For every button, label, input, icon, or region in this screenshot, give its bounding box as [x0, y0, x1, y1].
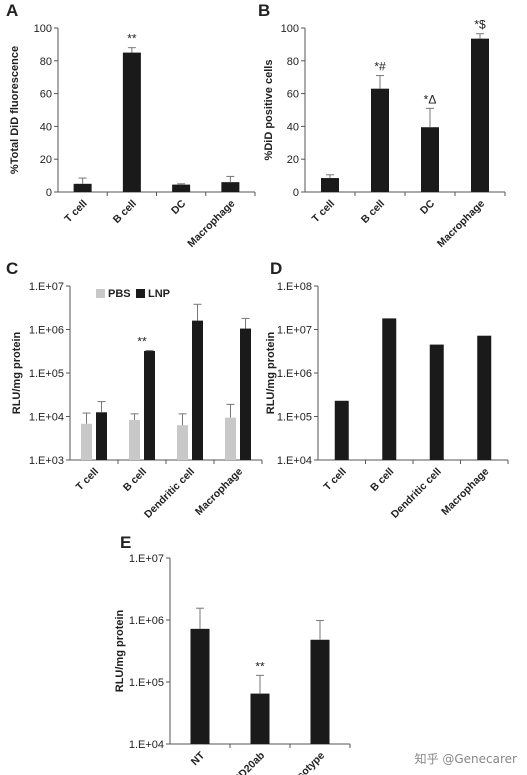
y-tick-label: 1.E+07	[29, 281, 64, 293]
y-tick-label: 1.E+06	[29, 325, 64, 337]
bar-a-2	[172, 184, 191, 192]
y-tick-label: 60	[287, 89, 299, 101]
category-label: T cell	[62, 198, 90, 226]
y-tick-label: 0	[46, 187, 52, 199]
panel-label: C	[6, 259, 18, 278]
category-label: Dendritic cell	[142, 466, 197, 521]
legend-swatch	[136, 289, 145, 298]
bar-d-0	[334, 400, 349, 460]
category-label: DC	[418, 197, 438, 217]
bar-b-0	[321, 178, 339, 192]
bar-c-2-1	[192, 320, 203, 460]
category-label: B cell	[111, 198, 139, 226]
category-label: T cell	[310, 198, 338, 226]
bar-b-2	[421, 127, 439, 192]
panel-d: D 1.E+04 1.E+05 1.E+06 1.E+07 1.E+08 RLU/mg pr…	[265, 259, 509, 521]
bar-e-2	[310, 639, 330, 744]
category-label: DC	[169, 197, 189, 217]
category-label: Dendritic cell	[389, 466, 444, 521]
y-tick-label: 1.E+07	[277, 325, 312, 337]
category-label: B cell	[121, 466, 149, 494]
bar-c-2-0	[177, 425, 188, 460]
y-tick-label: 80	[40, 56, 52, 68]
panel-label: E	[120, 533, 131, 552]
y-axis-title: RLU/mg protein	[114, 609, 126, 692]
category-label: Macrophage	[193, 466, 245, 518]
y-tick-label: 1.E+05	[277, 412, 312, 424]
y-tick-label: 1.E+03	[29, 455, 64, 467]
bar-c-1-1	[144, 351, 155, 460]
bar-d-1	[382, 318, 397, 460]
y-tick-label: 1.E+07	[129, 553, 164, 565]
y-axis-title: %Total DiD fluorescence	[9, 46, 21, 174]
y-tick-label: 20	[287, 154, 299, 166]
bar-b-1	[371, 88, 389, 192]
y-axis-title: %DiD positive cells	[263, 60, 275, 161]
y-tick-label: 0	[293, 187, 299, 199]
bar-a-3	[221, 182, 240, 192]
category-label: B cell	[368, 466, 396, 494]
legend-label: LNP	[148, 288, 170, 300]
bar-c-0-1	[96, 412, 107, 460]
y-tick-label: 1.E+06	[277, 368, 312, 380]
bar-a-1	[122, 52, 141, 192]
y-tick-label: 100	[34, 23, 52, 35]
category-label: NT	[189, 749, 208, 768]
watermark: 知乎 @Genecarer	[414, 752, 517, 766]
panel-b: B 0 20 40 60 80 100 %DiD positive cells T cell *#…	[258, 1, 506, 250]
bar-c-0-0	[81, 423, 92, 460]
y-tick-label: 1.E+04	[29, 412, 64, 424]
bar-e-1	[250, 693, 270, 744]
bar-e-0	[190, 628, 210, 744]
panel-e: E 1.E+04 1.E+05 1.E+06 1.E+07 RLU/mg protein N…	[114, 533, 351, 775]
y-tick-label: 60	[40, 89, 52, 101]
legend-swatch	[96, 289, 105, 298]
significance-label: *#	[374, 60, 386, 74]
significance-label: **	[137, 334, 147, 348]
category-label: T cell	[74, 466, 102, 494]
significance-label: *Δ	[424, 92, 437, 106]
significance-label: **	[127, 32, 137, 46]
y-tick-label: 80	[287, 56, 299, 68]
category-label: aCD20ab	[227, 750, 267, 775]
panel-label: B	[258, 1, 270, 20]
panel-a: A 0 20 40 60 80 100 %Total DiD fluorescence T ce…	[6, 1, 256, 250]
y-tick-label: 100	[281, 23, 299, 35]
bar-c-3-0	[225, 417, 236, 460]
y-tick-label: 1.E+05	[129, 677, 164, 689]
bar-d-2	[429, 344, 444, 460]
legend-label: PBS	[108, 288, 131, 300]
bar-b-3	[471, 38, 489, 192]
panel-label: A	[6, 1, 18, 20]
significance-label: **	[255, 659, 265, 673]
y-tick-label: 20	[40, 154, 52, 166]
category-label: Macrophage	[435, 198, 487, 250]
bar-d-3	[477, 335, 492, 460]
y-axis-title: RLU/mg protein	[11, 331, 23, 414]
y-tick-label: 1.E+08	[277, 281, 312, 293]
panel-label: D	[270, 259, 282, 278]
y-tick-label: 1.E+04	[129, 739, 164, 751]
panel-c: C 1.E+03 1.E+04 1.E+05 1.E+06 1.E+07 RLU/mg pr…	[6, 259, 263, 521]
significance-label: *$	[474, 18, 486, 32]
bar-a-0	[73, 183, 92, 192]
category-label: Macrophage	[439, 466, 491, 518]
y-tick-label: 40	[40, 121, 52, 133]
bar-c-3-1	[240, 328, 251, 460]
bar-c-1-0	[129, 420, 140, 460]
category-label: Isotype	[293, 750, 328, 775]
y-axis-title: RLU/mg protein	[265, 331, 277, 414]
category-label: T cell	[321, 466, 349, 494]
y-tick-label: 1.E+06	[129, 615, 164, 627]
y-tick-label: 1.E+04	[277, 455, 312, 467]
category-label: Macrophage	[185, 198, 237, 250]
category-label: B cell	[359, 198, 387, 226]
y-tick-label: 40	[287, 121, 299, 133]
y-tick-label: 1.E+05	[29, 368, 64, 380]
